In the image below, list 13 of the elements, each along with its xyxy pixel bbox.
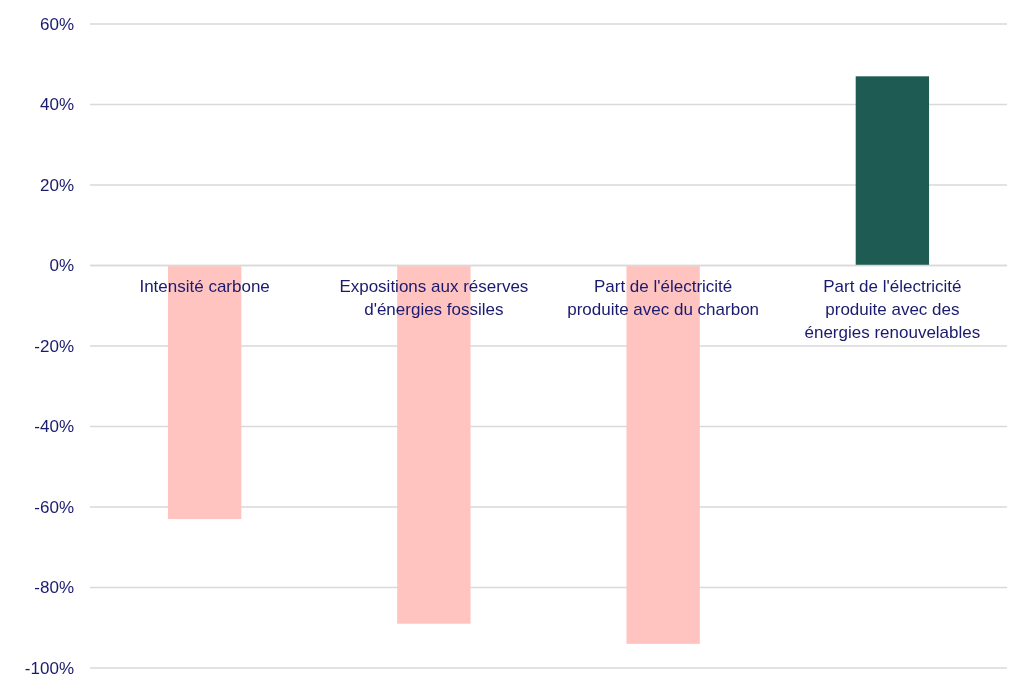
y-tick-label: 0% <box>49 256 74 276</box>
x-tick-label: Part de l'électricité produite avec des énergies renouvelables <box>804 276 981 342</box>
x-tick-label: Intensité carbone <box>139 276 270 296</box>
y-tick-label: 20% <box>39 175 74 195</box>
y-tick-label: -40% <box>34 417 74 437</box>
x-tick-label: Expositions aux réserves d'énergies fossiles <box>339 276 529 319</box>
y-tick-label: -80% <box>34 578 74 598</box>
y-tick-label: 60% <box>39 14 74 34</box>
x-tick-label: Part de l'électricité produite avec du charbon <box>567 276 760 319</box>
y-tick-label: -60% <box>34 497 74 517</box>
y-tick-label: 40% <box>39 95 74 115</box>
y-tick-label: -20% <box>34 336 74 356</box>
y-tick-label: -100% <box>24 658 74 677</box>
